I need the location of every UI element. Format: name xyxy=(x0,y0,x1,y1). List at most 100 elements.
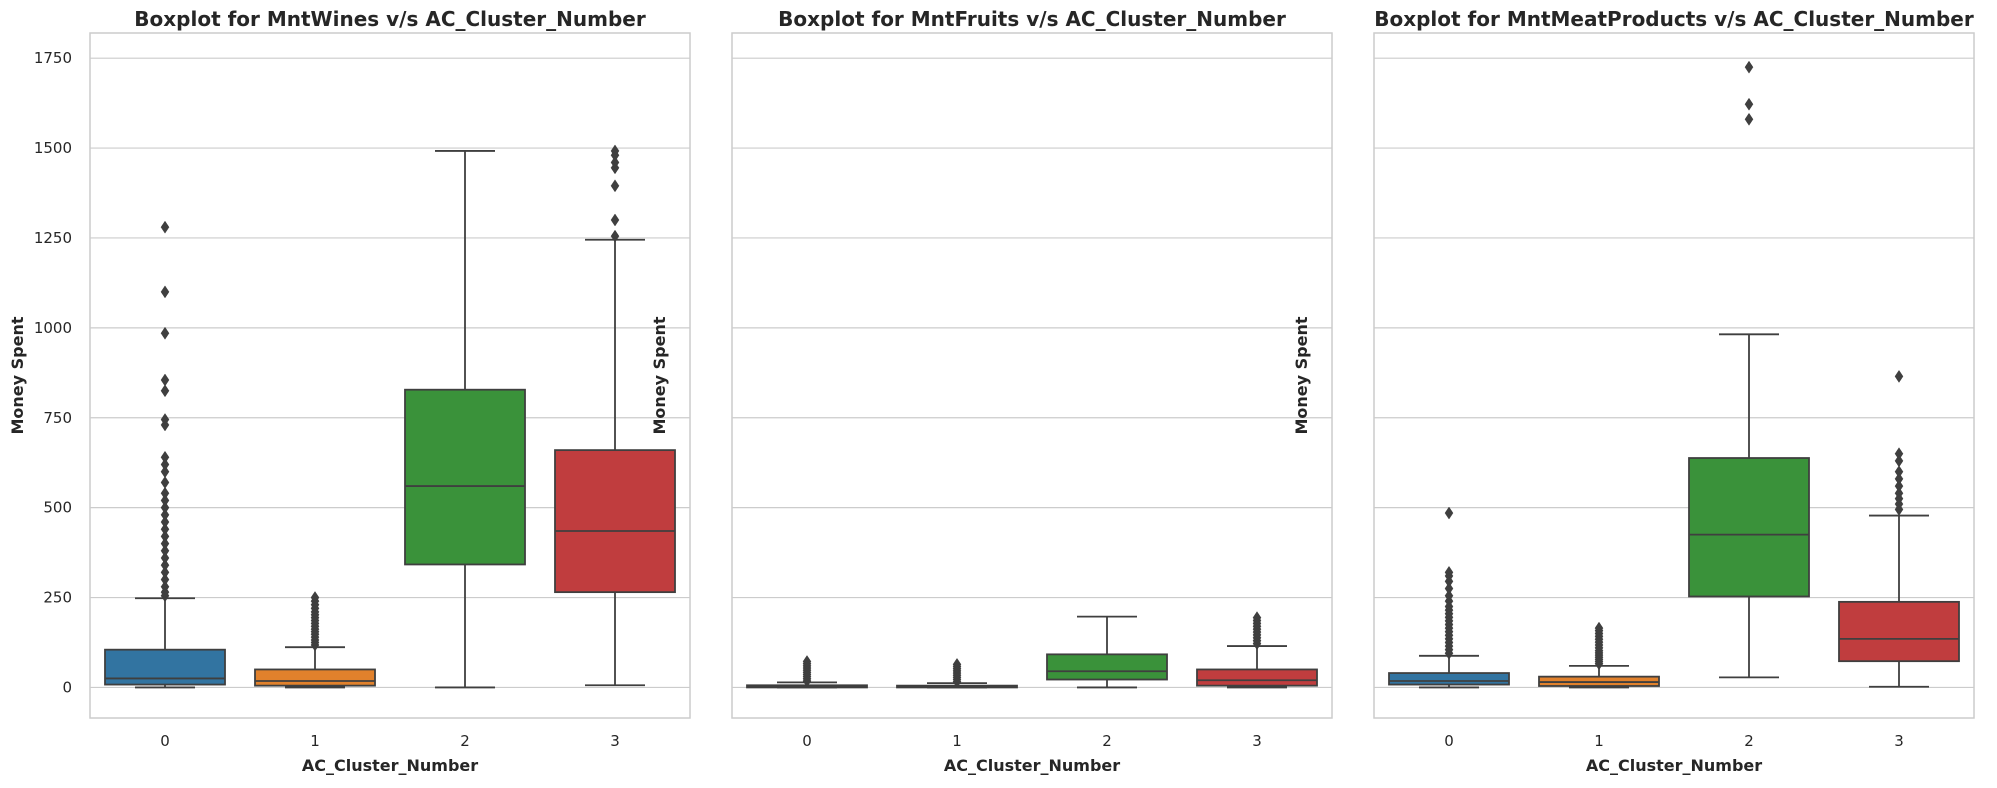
x-tick-label-0-2: 2 xyxy=(460,732,470,750)
y-axis-label-0: Money Spent xyxy=(8,316,27,434)
x-axis-label-0: AC_Cluster_Number xyxy=(302,756,478,775)
outlier-2-0-16 xyxy=(1444,582,1454,596)
x-tick-label-1-3: 3 xyxy=(1252,732,1262,750)
box-body-0-3 xyxy=(554,449,676,594)
chart-title-1: Boxplot for MntFruits v/s AC_Cluster_Num… xyxy=(778,7,1286,31)
box-1-3 xyxy=(1196,611,1318,689)
outlier-0-0-14 xyxy=(160,494,170,507)
x-tick-label-2-1: 1 xyxy=(1594,732,1604,750)
outlier-0-0-17 xyxy=(160,465,170,479)
box-2-1 xyxy=(1538,621,1660,689)
outlier-0-0-19 xyxy=(160,450,170,464)
outlier-0-0-18 xyxy=(160,458,170,471)
outlier-0-0-13 xyxy=(160,501,170,515)
y-tick-label-0-1: 250 xyxy=(43,589,72,607)
y-tick-label-0-0: 0 xyxy=(62,678,72,696)
outlier-0-0-5 xyxy=(160,558,170,572)
outlier-2-3-7 xyxy=(1894,454,1904,468)
box-0-2 xyxy=(404,150,526,689)
outlier-1-1-8 xyxy=(952,657,962,671)
x-tick-label-0-1: 1 xyxy=(310,732,320,750)
outlier-2-2-2 xyxy=(1744,60,1754,74)
box-1-1 xyxy=(896,657,1018,689)
outlier-0-0-2 xyxy=(160,580,170,594)
x-axis-label-2: AC_Cluster_Number xyxy=(1586,756,1762,775)
box-2-0 xyxy=(1388,506,1510,689)
outlier-0-3-6 xyxy=(610,144,620,158)
outlier-0-0-3 xyxy=(160,573,170,587)
outlier-2-3-5 xyxy=(1894,472,1904,486)
outlier-2-0-19 xyxy=(1444,565,1454,579)
chart-title-0: Boxplot for MntWines v/s AC_Cluster_Numb… xyxy=(134,7,646,31)
chart-title-2: Boxplot for MntMeatProducts v/s AC_Clust… xyxy=(1374,7,1974,31)
x-tick-label-1-0: 0 xyxy=(802,732,812,750)
outlier-1-3-9 xyxy=(1252,611,1262,625)
outlier-0-0-7 xyxy=(160,544,170,558)
box-body-2-0 xyxy=(1388,672,1510,686)
box-0-0 xyxy=(104,220,226,689)
outlier-0-0-25 xyxy=(160,285,170,299)
outlier-0-0-26 xyxy=(160,220,170,234)
outlier-0-0-11 xyxy=(160,515,170,529)
outlier-2-3-8 xyxy=(1894,447,1904,461)
outlier-2-3-4 xyxy=(1894,479,1904,493)
outlier-2-2-1 xyxy=(1744,97,1754,111)
box-body-2-2 xyxy=(1688,457,1810,598)
outlier-2-3-9 xyxy=(1894,369,1904,383)
y-tick-label-0-4: 1000 xyxy=(34,319,72,337)
outlier-2-3-6 xyxy=(1894,465,1904,479)
outlier-0-0-15 xyxy=(160,486,170,500)
outlier-0-0-10 xyxy=(160,522,170,536)
x-tick-label-2-0: 0 xyxy=(1444,732,1454,750)
box-0-3 xyxy=(554,144,676,687)
box-body-1-2 xyxy=(1046,653,1168,681)
chart-panel-2: 0 1 2 3 Boxplot for MntMeatProducts v/s AC_C… xyxy=(1292,7,1975,775)
plot-frame-2 xyxy=(1373,32,1975,719)
box-1-2 xyxy=(1046,615,1168,689)
outlier-0-0-22 xyxy=(160,384,170,398)
box-2-2 xyxy=(1688,60,1810,679)
outlier-2-0-15 xyxy=(1444,589,1454,603)
x-tick-label-2-3: 3 xyxy=(1894,732,1904,750)
outlier-0-3-1 xyxy=(610,213,620,227)
outlier-2-0-20 xyxy=(1444,506,1454,520)
outlier-0-0-12 xyxy=(160,508,170,522)
box-body-2-3 xyxy=(1838,600,1960,663)
outlier-0-0-9 xyxy=(160,529,170,543)
outlier-0-0-16 xyxy=(160,476,170,489)
outlier-0-3-2 xyxy=(610,179,620,193)
x-axis-label-1: AC_Cluster_Number xyxy=(944,756,1120,775)
x-tick-label-0-3: 3 xyxy=(610,732,620,750)
y-tick-label-0-2: 500 xyxy=(43,499,72,517)
x-tick-label-2-2: 2 xyxy=(1744,732,1754,750)
y-tick-label-0-6: 1500 xyxy=(34,139,72,157)
outlier-0-0-23 xyxy=(160,373,170,387)
y-axis-label-1: Money Spent xyxy=(650,316,669,434)
y-axis-label-2: Money Spent xyxy=(1292,316,1311,434)
outlier-0-3-0 xyxy=(610,229,620,243)
y-tick-label-0-3: 750 xyxy=(43,409,72,427)
x-tick-label-1-1: 1 xyxy=(952,732,962,750)
x-tick-label-0-0: 0 xyxy=(160,732,170,750)
outlier-2-3-3 xyxy=(1894,486,1904,500)
y-tick-label-0-5: 1250 xyxy=(34,229,72,247)
box-body-0-1 xyxy=(254,668,376,687)
outlier-0-0-8 xyxy=(160,537,170,551)
outlier-0-0-6 xyxy=(160,551,170,565)
box-0-1 xyxy=(254,591,376,689)
outlier-1-0-9 xyxy=(802,655,812,668)
outlier-0-1-16 xyxy=(310,591,320,604)
outlier-0-0-24 xyxy=(160,326,170,340)
outlier-0-0-21 xyxy=(160,413,170,426)
box-1-0 xyxy=(746,655,868,689)
plot-frame-1 xyxy=(731,32,1333,719)
outlier-0-0-4 xyxy=(160,565,170,579)
box-2-3 xyxy=(1838,369,1960,688)
outlier-0-3-4 xyxy=(610,155,620,169)
outlier-2-1-14 xyxy=(1594,621,1604,635)
plot-frame-0 xyxy=(89,32,691,719)
box-body-0-2 xyxy=(404,388,526,566)
box-body-1-3 xyxy=(1196,668,1318,687)
